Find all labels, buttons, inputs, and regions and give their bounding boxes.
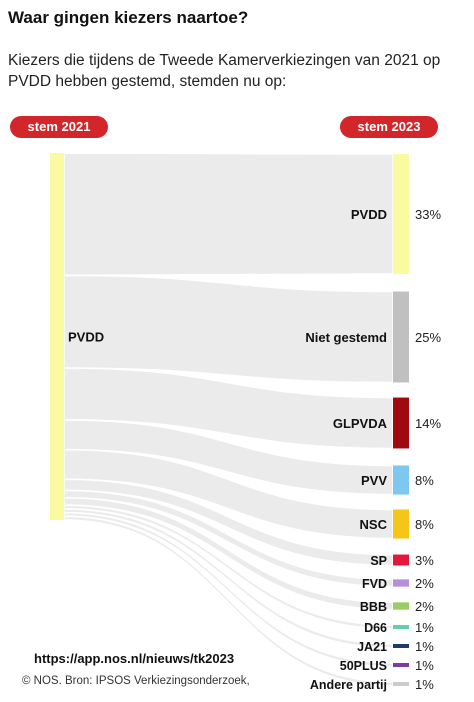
target-node-andere-partij (393, 682, 409, 686)
stem-2021-badge: stem 2021 (10, 116, 108, 138)
target-name-glpvda: GLPVDA (333, 416, 388, 431)
flow-glpvda (63, 367, 394, 450)
target-name-sp: SP (370, 554, 387, 568)
target-node-50plus (393, 663, 409, 667)
target-node-bbb (393, 602, 409, 610)
target-value-pvv: 8% (415, 473, 434, 488)
target-node-glpvda (393, 397, 409, 449)
target-node-ja21 (393, 644, 409, 648)
page-title: Waar gingen kiezers naartoe? (8, 8, 249, 27)
target-name-ja21: JA21 (357, 640, 387, 654)
flow-links (63, 152, 394, 687)
target-value-niet-gestemd: 25% (415, 330, 441, 345)
target-value-pvdd: 33% (415, 207, 441, 222)
page-subtitle: Kiezers die tijdens de Tweede Kamerverki… (8, 52, 441, 90)
target-node-pvv (393, 465, 409, 495)
flow-sp (63, 478, 394, 567)
source-node-pvdd (50, 153, 64, 520)
target-node-niet-gestemd (393, 291, 409, 383)
flow-niet-gestemd (63, 274, 394, 384)
target-name-d66: D66 (364, 621, 387, 635)
target-name-bbb: BBB (360, 600, 387, 614)
target-node-fvd (393, 579, 409, 587)
target-value-glpvda: 14% (415, 416, 441, 431)
target-name-niet-gestemd: Niet gestemd (305, 330, 387, 345)
target-name-pvv: PVV (361, 473, 387, 488)
target-value-bbb: 2% (415, 599, 434, 614)
target-name-andere-partij: Andere partij (310, 678, 387, 692)
target-name-nsc: NSC (360, 517, 388, 532)
target-value-50plus: 1% (415, 658, 434, 673)
target-node-d66 (393, 625, 409, 629)
target-name-pvdd: PVDD (351, 207, 387, 222)
target-labels: PVDD PVDD 33% Niet gestemd 25% GLPVDA 14% PVV 8%… (68, 207, 441, 692)
target-node-nsc (393, 509, 409, 539)
target-value-fvd: 2% (415, 576, 434, 591)
target-name-fvd: FVD (362, 577, 387, 591)
target-node-sp (393, 554, 409, 566)
target-value-andere-partij: 1% (415, 677, 434, 692)
stem-2023-badge: stem 2023 (340, 116, 438, 138)
target-nodes (50, 153, 409, 686)
source-label: PVDD (68, 330, 104, 345)
target-value-sp: 3% (415, 553, 434, 568)
target-name-50plus: 50PLUS (340, 659, 387, 673)
target-node-pvdd (393, 154, 409, 274)
source-url[interactable]: https://app.nos.nl/nieuws/tk2023 (34, 651, 235, 666)
target-value-nsc: 8% (415, 517, 434, 532)
target-value-ja21: 1% (415, 639, 434, 654)
target-value-d66: 1% (415, 620, 434, 635)
flow-pvdd (63, 152, 394, 277)
credit-text: © NOS. Bron: IPSOS Verkiezingsonderzoek, (22, 675, 250, 687)
